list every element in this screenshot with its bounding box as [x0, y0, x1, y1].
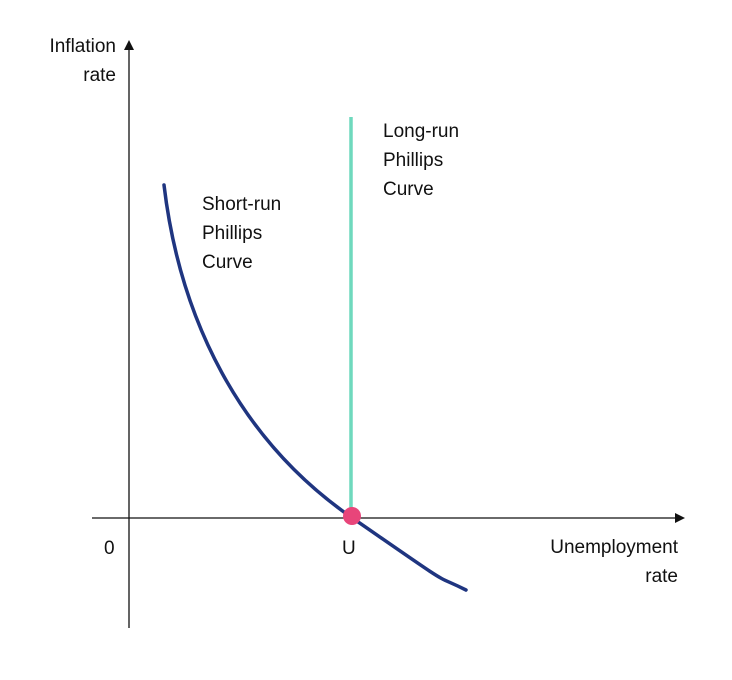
- origin-label: 0: [104, 538, 115, 559]
- natural-rate-label: U: [342, 538, 356, 559]
- short-run-curve-label: Short-run Phillips Curve: [202, 194, 282, 273]
- short-run-phillips-curve: [162, 183, 468, 592]
- intersection-point: [343, 507, 361, 525]
- x-axis-label: Unemployment rate: [550, 537, 678, 587]
- long-run-curve-label: Long-run Phillips Curve: [383, 121, 460, 200]
- y-axis-label: Inflation rate: [49, 36, 116, 86]
